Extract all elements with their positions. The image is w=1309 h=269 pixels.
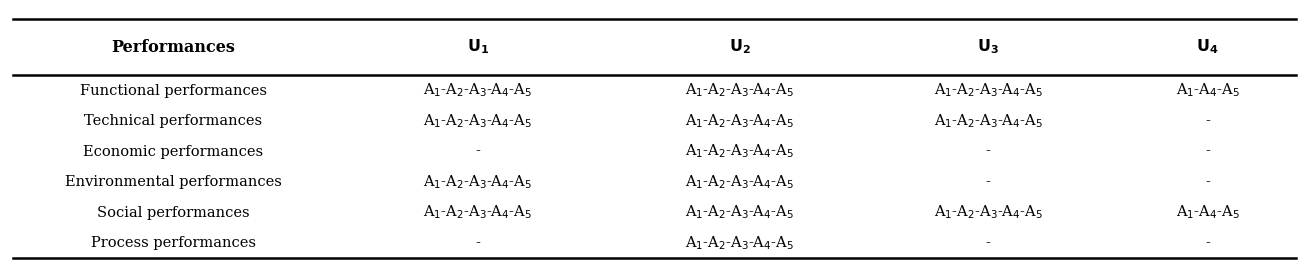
Text: Economic performances: Economic performances [84,144,263,158]
Text: A$_1$-A$_4$-A$_5$: A$_1$-A$_4$-A$_5$ [1175,82,1240,100]
Text: $\mathbf{U_2}$: $\mathbf{U_2}$ [729,38,750,56]
Text: A$_1$-A$_2$-A$_3$-A$_4$-A$_5$: A$_1$-A$_2$-A$_3$-A$_4$-A$_5$ [685,234,795,252]
Text: $\mathbf{U_3}$: $\mathbf{U_3}$ [978,38,999,56]
Text: A$_1$-A$_2$-A$_3$-A$_4$-A$_5$: A$_1$-A$_2$-A$_3$-A$_4$-A$_5$ [685,173,795,191]
Text: A$_1$-A$_2$-A$_3$-A$_4$-A$_5$: A$_1$-A$_2$-A$_3$-A$_4$-A$_5$ [933,82,1043,100]
Text: Social performances: Social performances [97,206,250,220]
Text: -: - [1206,236,1210,250]
Text: -: - [1206,175,1210,189]
Text: A$_1$-A$_2$-A$_3$-A$_4$-A$_5$: A$_1$-A$_2$-A$_3$-A$_4$-A$_5$ [423,112,533,130]
Text: A$_1$-A$_2$-A$_3$-A$_4$-A$_5$: A$_1$-A$_2$-A$_3$-A$_4$-A$_5$ [933,112,1043,130]
Text: -: - [1206,114,1210,128]
Text: A$_1$-A$_2$-A$_3$-A$_4$-A$_5$: A$_1$-A$_2$-A$_3$-A$_4$-A$_5$ [933,204,1043,221]
Text: A$_1$-A$_2$-A$_3$-A$_4$-A$_5$: A$_1$-A$_2$-A$_3$-A$_4$-A$_5$ [423,173,533,191]
Text: A$_1$-A$_2$-A$_3$-A$_4$-A$_5$: A$_1$-A$_2$-A$_3$-A$_4$-A$_5$ [685,82,795,100]
Text: -: - [986,175,991,189]
Text: Process performances: Process performances [90,236,257,250]
Text: A$_1$-A$_2$-A$_3$-A$_4$-A$_5$: A$_1$-A$_2$-A$_3$-A$_4$-A$_5$ [685,112,795,130]
Text: -: - [1206,144,1210,158]
Text: A$_1$-A$_2$-A$_3$-A$_4$-A$_5$: A$_1$-A$_2$-A$_3$-A$_4$-A$_5$ [685,143,795,160]
Text: $\mathbf{U_1}$: $\mathbf{U_1}$ [467,38,488,56]
Text: Performances: Performances [111,38,236,56]
Text: -: - [475,144,480,158]
Text: Environmental performances: Environmental performances [65,175,281,189]
Text: -: - [986,236,991,250]
Text: Technical performances: Technical performances [84,114,263,128]
Text: A$_1$-A$_2$-A$_3$-A$_4$-A$_5$: A$_1$-A$_2$-A$_3$-A$_4$-A$_5$ [685,204,795,221]
Text: -: - [986,144,991,158]
Text: A$_1$-A$_2$-A$_3$-A$_4$-A$_5$: A$_1$-A$_2$-A$_3$-A$_4$-A$_5$ [423,82,533,100]
Text: Functional performances: Functional performances [80,84,267,98]
Text: A$_1$-A$_2$-A$_3$-A$_4$-A$_5$: A$_1$-A$_2$-A$_3$-A$_4$-A$_5$ [423,204,533,221]
Text: -: - [475,236,480,250]
Text: $\mathbf{U_4}$: $\mathbf{U_4}$ [1196,38,1219,56]
Text: A$_1$-A$_4$-A$_5$: A$_1$-A$_4$-A$_5$ [1175,204,1240,221]
